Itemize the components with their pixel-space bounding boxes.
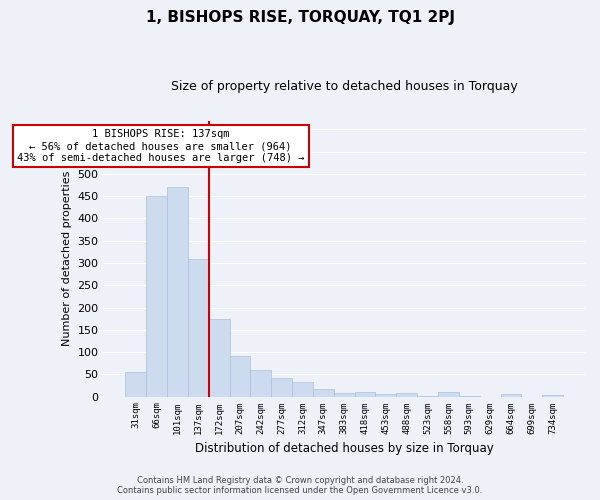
- X-axis label: Distribution of detached houses by size in Torquay: Distribution of detached houses by size …: [195, 442, 494, 455]
- Bar: [230, 356, 250, 397]
- Bar: [438, 392, 459, 396]
- Bar: [397, 393, 417, 396]
- Bar: [500, 394, 521, 396]
- Text: 1, BISHOPS RISE, TORQUAY, TQ1 2PJ: 1, BISHOPS RISE, TORQUAY, TQ1 2PJ: [146, 10, 455, 25]
- Bar: [376, 394, 397, 396]
- Bar: [334, 394, 355, 396]
- Bar: [542, 395, 563, 396]
- Bar: [125, 372, 146, 396]
- Bar: [292, 382, 313, 396]
- Bar: [355, 392, 376, 396]
- Text: Contains HM Land Registry data © Crown copyright and database right 2024.
Contai: Contains HM Land Registry data © Crown c…: [118, 476, 482, 495]
- Bar: [146, 196, 167, 396]
- Bar: [313, 388, 334, 396]
- Bar: [250, 370, 271, 396]
- Text: 1 BISHOPS RISE: 137sqm
← 56% of detached houses are smaller (964)
43% of semi-de: 1 BISHOPS RISE: 137sqm ← 56% of detached…: [17, 130, 304, 162]
- Bar: [209, 318, 230, 396]
- Bar: [167, 188, 188, 396]
- Bar: [188, 258, 209, 396]
- Title: Size of property relative to detached houses in Torquay: Size of property relative to detached ho…: [171, 80, 518, 93]
- Y-axis label: Number of detached properties: Number of detached properties: [62, 171, 72, 346]
- Bar: [271, 378, 292, 396]
